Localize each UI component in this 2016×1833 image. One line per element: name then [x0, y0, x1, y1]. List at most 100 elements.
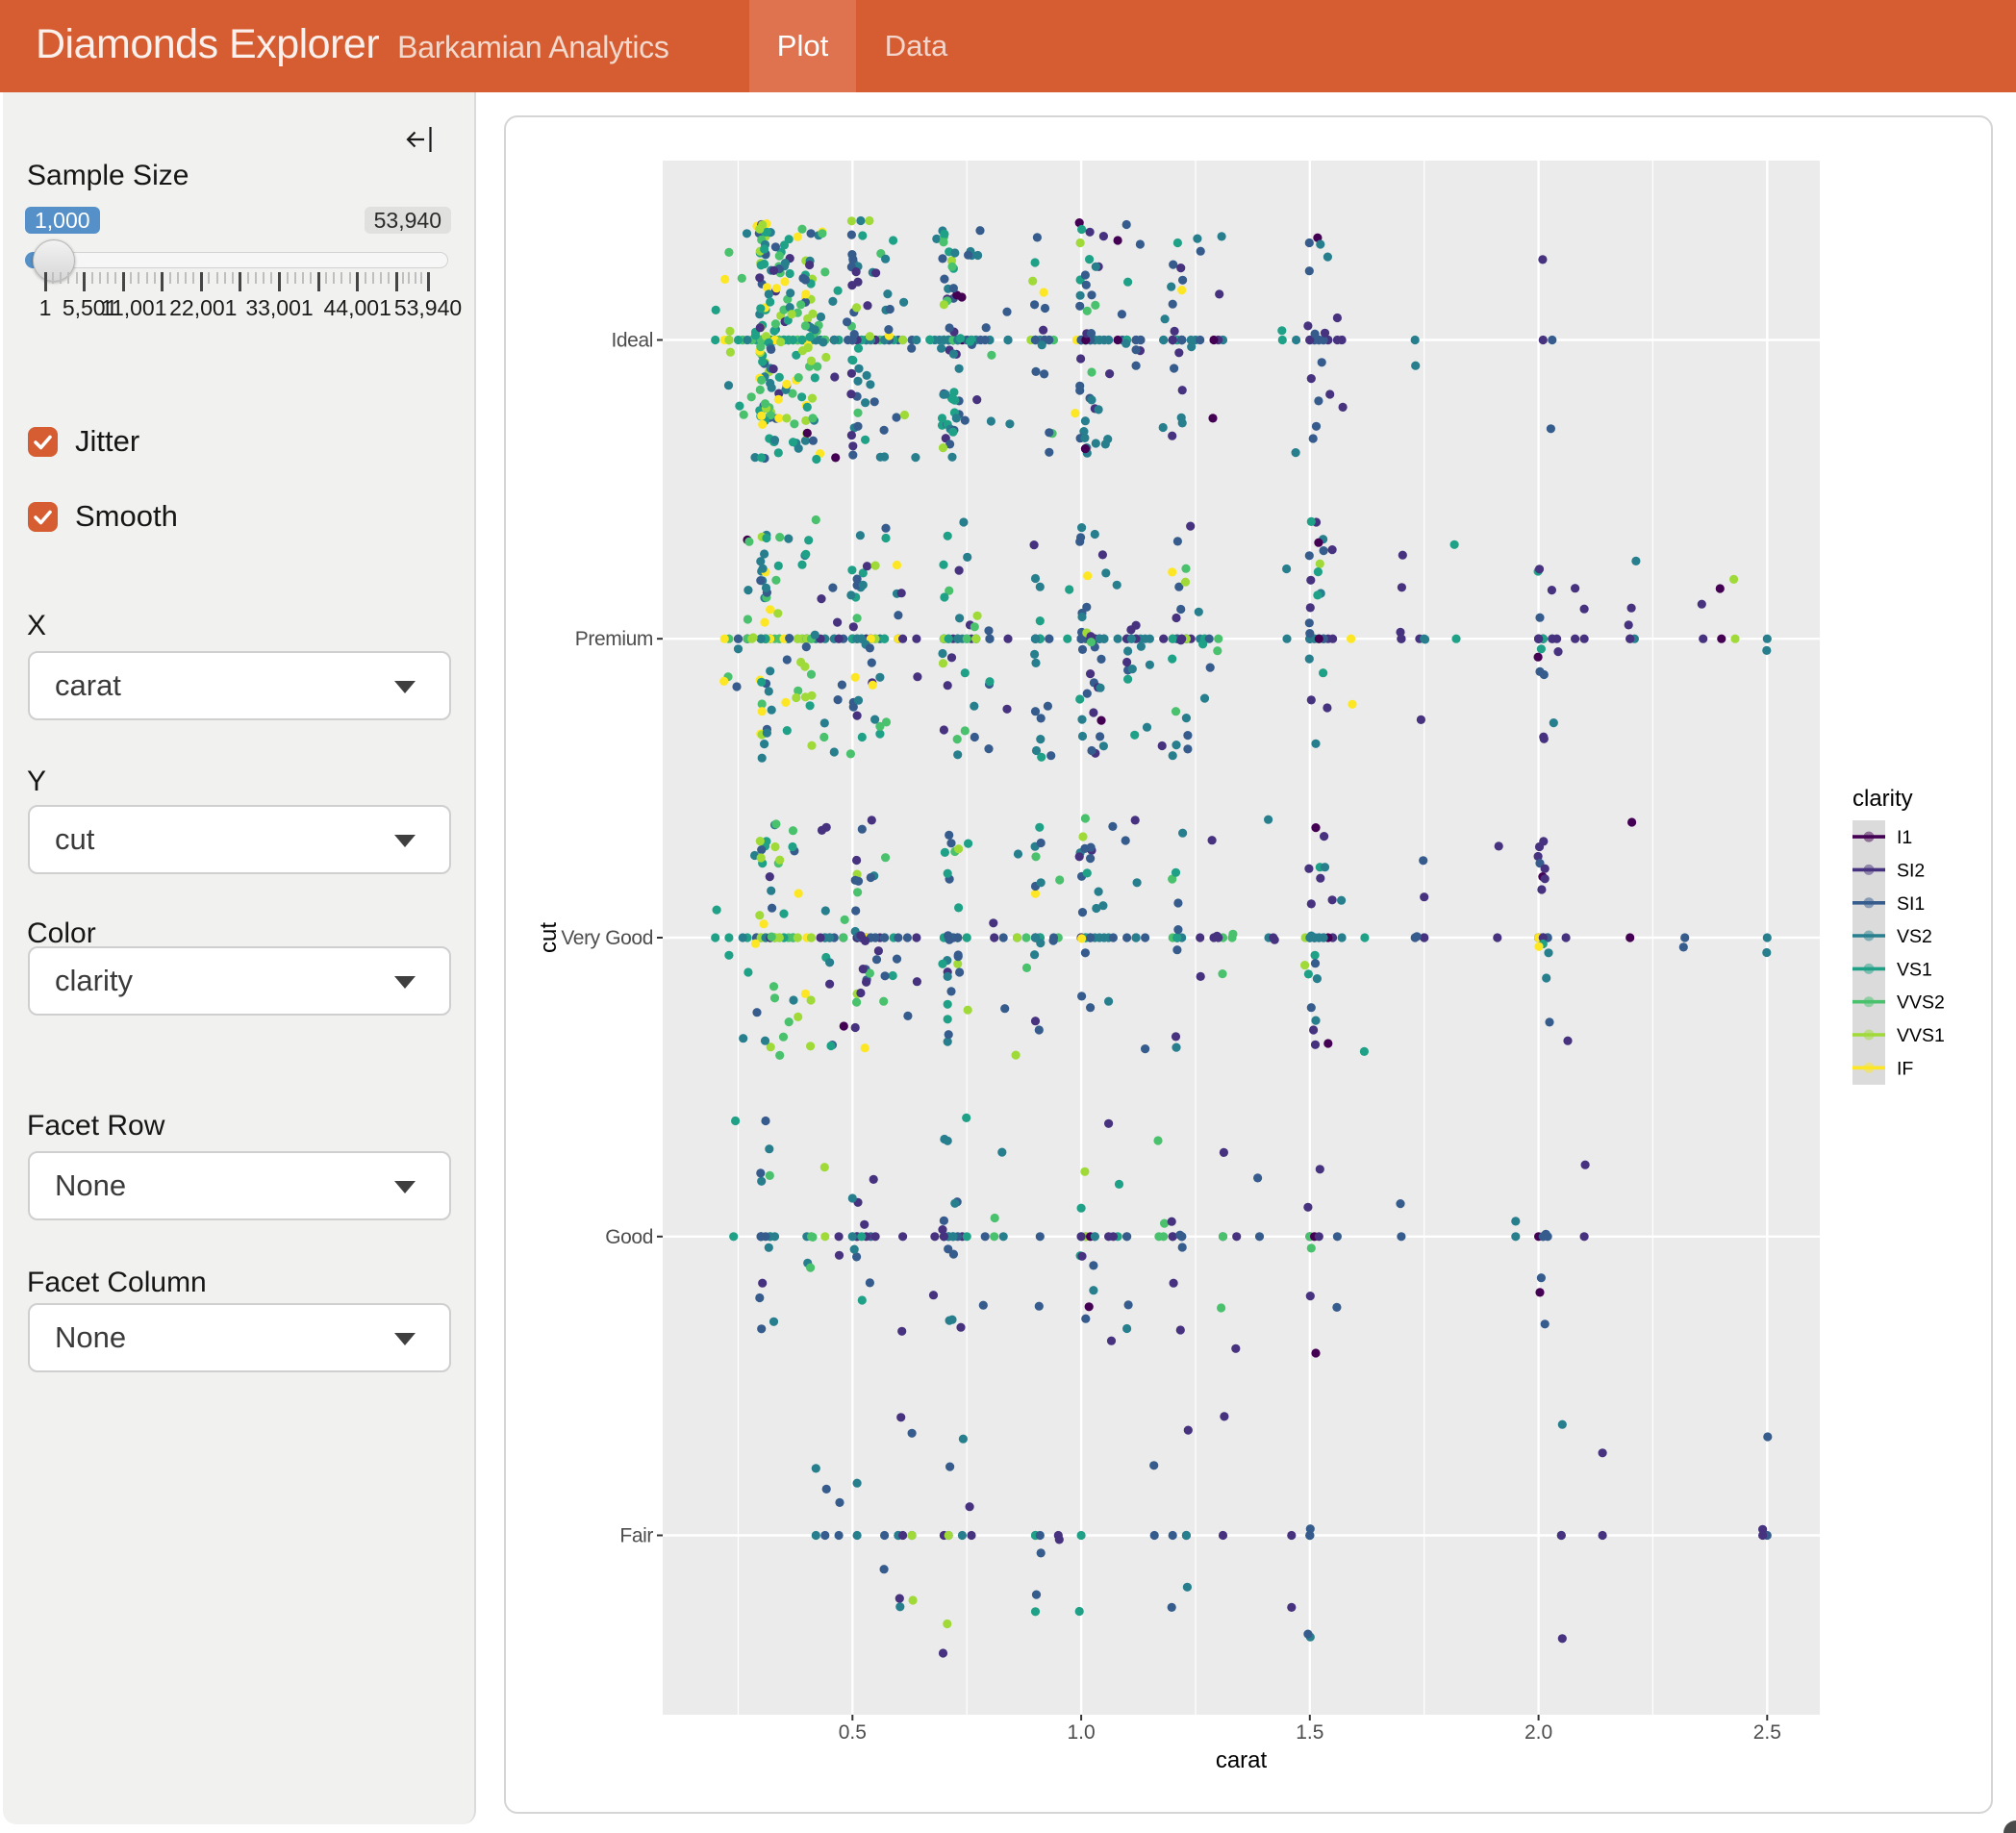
checkbox-row-jitter: Jitter — [28, 424, 139, 459]
slider-value-badge: 1,000 — [25, 207, 100, 234]
x-select[interactable]: carat — [28, 651, 451, 720]
slider-minor-tick — [231, 272, 234, 284]
sidebar-collapse-button[interactable] — [405, 124, 436, 155]
facet-row-select-value: None — [55, 1168, 127, 1202]
chevron-down-icon — [394, 681, 416, 693]
facet-row-select[interactable]: None — [28, 1151, 451, 1220]
slider-minor-tick — [401, 272, 404, 284]
slider-minor-tick — [325, 272, 328, 284]
slider-minor-tick — [185, 272, 188, 284]
y-select-label: Y — [27, 766, 47, 797]
slider-minor-tick — [388, 272, 391, 284]
chevron-down-icon — [394, 1181, 416, 1193]
slider-minor-tick — [223, 272, 226, 284]
slider-minor-tick — [286, 272, 289, 284]
sidebar: Sample Size 1,000 53,940 1 5,501 11,001 22,… — [3, 92, 476, 1824]
y-select[interactable]: cut — [28, 805, 451, 874]
jitter-checkbox[interactable] — [28, 426, 58, 457]
tab-data[interactable]: Data — [884, 29, 948, 63]
slider-minor-tick — [106, 272, 109, 284]
nav-tabs: Plot Data — [749, 0, 976, 92]
slider-grid: 1 5,501 11,001 22,001 33,001 44,001 53,940 — [3, 272, 476, 330]
slider-minor-tick — [333, 272, 336, 284]
slider-minor-tick — [270, 272, 273, 284]
chevron-down-icon — [394, 1333, 416, 1345]
check-icon — [34, 435, 52, 449]
app-title: Diamonds Explorer — [36, 21, 380, 67]
smooth-checkbox-label: Smooth — [75, 499, 178, 533]
slider-minor-tick — [138, 272, 140, 284]
slider-major-tick — [356, 272, 360, 291]
slider-tick-label: 22,001 — [169, 295, 238, 320]
slider-minor-tick — [364, 272, 366, 284]
facet-row-select-label: Facet Row — [27, 1110, 165, 1142]
plot-card — [504, 115, 1993, 1814]
slider-major-tick — [121, 272, 125, 291]
slider-minor-tick — [114, 272, 116, 284]
resize-grip[interactable] — [2003, 1820, 2016, 1833]
slider-minor-tick — [420, 272, 423, 284]
slider-major-tick — [394, 272, 398, 291]
slider-tick-label: 5,501 — [62, 295, 118, 320]
chevron-down-icon — [394, 835, 416, 847]
slider-minor-tick — [340, 272, 343, 284]
collapse-left-icon — [406, 127, 432, 152]
slider-major-tick — [161, 272, 164, 291]
slider-minor-tick — [130, 272, 133, 284]
slider-minor-tick — [255, 272, 258, 284]
slider-minor-tick — [301, 272, 304, 284]
color-select[interactable]: clarity — [28, 946, 451, 1016]
slider-minor-tick — [293, 272, 296, 284]
slider-tick-label: 1 — [38, 295, 52, 320]
slider-minor-tick — [380, 272, 382, 284]
slider-minor-tick — [247, 272, 249, 284]
facet-column-select-value: None — [55, 1320, 127, 1354]
slider-major-tick — [199, 272, 203, 291]
slider-minor-tick — [60, 272, 63, 284]
slider-minor-tick — [67, 272, 70, 284]
y-select-value: cut — [55, 822, 95, 856]
slider-tick-label: 44,001 — [323, 295, 391, 320]
color-select-label: Color — [27, 917, 96, 949]
x-select-label: X — [27, 610, 47, 641]
smooth-checkbox[interactable] — [28, 501, 58, 532]
slider-track[interactable] — [25, 252, 448, 268]
slider-minor-tick — [408, 272, 411, 284]
navbar: Diamonds Explorer Barkamian Analytics Pl… — [0, 0, 2016, 92]
slider-minor-tick — [348, 272, 351, 284]
slider-minor-tick — [52, 272, 55, 284]
slider-major-tick — [426, 272, 430, 291]
facet-column-select[interactable]: None — [28, 1303, 451, 1372]
checkbox-row-smooth: Smooth — [28, 499, 178, 534]
chevron-down-icon — [394, 976, 416, 989]
slider-tick-label: 53,940 — [393, 295, 463, 320]
slider-minor-tick — [263, 272, 265, 284]
slider-minor-tick — [414, 272, 416, 284]
slider-minor-tick — [208, 272, 211, 284]
slider-minor-tick — [215, 272, 218, 284]
slider-minor-tick — [310, 272, 312, 284]
slider-label: Sample Size — [27, 160, 189, 191]
slider-minor-tick — [90, 272, 93, 284]
color-select-value: clarity — [55, 964, 133, 997]
slider-minor-tick — [168, 272, 171, 284]
slider-major-tick — [278, 272, 281, 291]
slider-minor-tick — [98, 272, 101, 284]
slider-major-tick — [43, 272, 47, 291]
navbar-brand[interactable]: Diamonds Explorer Barkamian Analytics — [36, 0, 669, 92]
slider-minor-tick — [177, 272, 179, 284]
slider-tick-label: 11,001 — [100, 295, 167, 320]
slider-minor-tick — [371, 272, 374, 284]
slider-minor-tick — [75, 272, 78, 284]
slider-tick-label: 33,001 — [245, 295, 314, 320]
app-subtitle: Barkamian Analytics — [397, 30, 669, 64]
facet-column-select-label: Facet Column — [27, 1267, 207, 1298]
tab-plot[interactable]: Plot — [749, 0, 856, 92]
slider-major-tick — [239, 272, 242, 291]
jitter-checkbox-label: Jitter — [75, 424, 140, 458]
slider-minor-tick — [192, 272, 195, 284]
slider-minor-tick — [145, 272, 148, 284]
slider-minor-tick — [153, 272, 156, 284]
slider-major-tick — [83, 272, 87, 291]
